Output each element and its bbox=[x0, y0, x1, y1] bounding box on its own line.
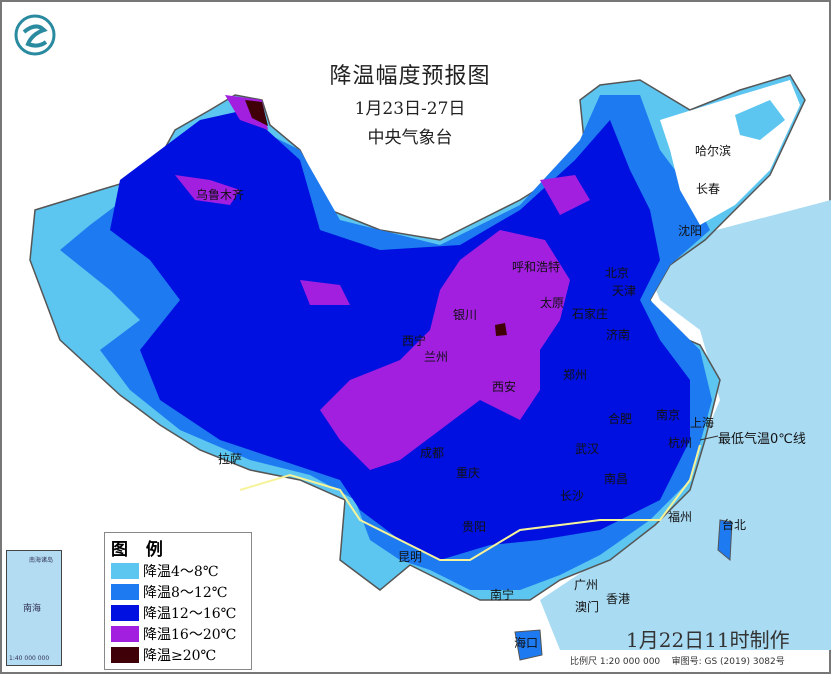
map-title-block: 降温幅度预报图 1月23日-27日 中央气象台 bbox=[300, 58, 520, 148]
production-time: 1月22日11时制作 bbox=[626, 628, 790, 652]
region-drop-16-20 bbox=[300, 280, 350, 305]
hainan-island bbox=[514, 629, 543, 661]
annotation-leader bbox=[699, 435, 719, 441]
legend-item: 降温12～16℃ bbox=[111, 602, 251, 623]
city-label: 澳门 bbox=[575, 600, 600, 614]
city-label: 西宁 bbox=[402, 334, 427, 348]
region-drop-16-20 bbox=[540, 175, 590, 215]
city-label: 南京 bbox=[656, 408, 681, 422]
city-label: 银川 bbox=[453, 308, 478, 322]
region-drop-over-20 bbox=[245, 100, 268, 126]
legend-swatch bbox=[111, 604, 139, 621]
city-label: 贵阳 bbox=[462, 520, 487, 534]
region-drop-4-8 bbox=[735, 100, 785, 140]
sea-area bbox=[540, 200, 831, 650]
city-label: 香港 bbox=[606, 592, 631, 606]
legend-swatch bbox=[111, 562, 139, 579]
date-range: 1月23日-27日 bbox=[354, 99, 466, 119]
region-drop-16-20 bbox=[175, 175, 240, 205]
city-label: 西安 bbox=[492, 380, 517, 394]
south-china-sea-inset: 南海诸岛 南海 1:40 000 000 bbox=[6, 550, 62, 666]
map-title: 降温幅度预报图 bbox=[329, 64, 491, 89]
taiwan-island bbox=[717, 519, 733, 562]
legend-item: 降温≥20℃ bbox=[111, 644, 251, 665]
city-label: 福州 bbox=[668, 510, 693, 524]
scale-text: 比例尺 1:20 000 000 bbox=[570, 657, 661, 667]
city-label: 合肥 bbox=[608, 412, 633, 426]
map-footer: 比例尺 1:20 000 000 审图号: GS (2019) 3082号 bbox=[570, 654, 785, 667]
legend-swatch bbox=[111, 583, 139, 600]
city-label: 上海 bbox=[690, 416, 715, 430]
city-label: 长沙 bbox=[560, 489, 585, 503]
legend: 图 例 降温4～8℃ 降温8～12℃ 降温12～16℃ 降温16～20℃ 降温≥… bbox=[104, 532, 252, 670]
cma-logo bbox=[14, 14, 56, 56]
agency: 中央气象台 bbox=[367, 128, 453, 148]
legend-item: 降温4～8℃ bbox=[111, 560, 251, 581]
legend-item: 降温16～20℃ bbox=[111, 623, 251, 644]
city-label: 长春 bbox=[696, 182, 721, 196]
region-drop-over-20 bbox=[495, 323, 507, 336]
city-label: 石家庄 bbox=[572, 307, 609, 321]
city-label: 南昌 bbox=[604, 472, 629, 486]
city-label: 台北 bbox=[722, 518, 747, 532]
inset-scale: 1:40 000 000 bbox=[9, 655, 50, 662]
legend-swatch bbox=[111, 625, 139, 642]
legend-label: 降温≥20℃ bbox=[143, 647, 217, 664]
city-label: 兰州 bbox=[424, 350, 449, 364]
zero-line-annotation: 最低气温0℃线 bbox=[718, 432, 806, 447]
city-label: 呼和浩特 bbox=[512, 260, 561, 274]
city-label: 沈阳 bbox=[678, 224, 703, 238]
legend-title: 图 例 bbox=[111, 540, 169, 560]
inset-sea-label: 南海 bbox=[23, 604, 42, 614]
city-label: 海口 bbox=[514, 636, 539, 650]
city-label: 广州 bbox=[574, 578, 599, 592]
inset-islands-label: 南海诸岛 bbox=[29, 557, 54, 564]
legend-label: 降温16～20℃ bbox=[143, 626, 237, 643]
city-label: 哈尔滨 bbox=[695, 144, 732, 158]
city-label: 南宁 bbox=[490, 588, 515, 602]
city-label: 太原 bbox=[540, 296, 565, 310]
city-label: 济南 bbox=[606, 328, 631, 342]
city-label: 北京 bbox=[605, 266, 630, 280]
legend-label: 降温8～12℃ bbox=[143, 584, 228, 601]
city-label: 杭州 bbox=[668, 436, 693, 450]
legend-label: 降温4～8℃ bbox=[143, 563, 219, 580]
city-label: 天津 bbox=[612, 284, 637, 298]
region-drop-16-20 bbox=[320, 230, 570, 470]
legend-swatch bbox=[111, 646, 139, 663]
zero-degree-min-temp-line bbox=[239, 444, 701, 561]
city-label: 成都 bbox=[420, 446, 445, 460]
legend-item: 降温8～12℃ bbox=[111, 581, 251, 602]
region-drop-12-16 bbox=[110, 110, 690, 560]
legend-label: 降温12～16℃ bbox=[143, 605, 237, 622]
city-label: 武汉 bbox=[575, 442, 600, 456]
city-label: 昆明 bbox=[398, 550, 423, 564]
review-number: 审图号: GS (2019) 3082号 bbox=[671, 657, 785, 667]
city-label: 重庆 bbox=[456, 466, 481, 480]
city-label: 郑州 bbox=[563, 368, 588, 382]
city-label: 乌鲁木齐 bbox=[196, 188, 245, 202]
city-label: 拉萨 bbox=[218, 452, 243, 466]
